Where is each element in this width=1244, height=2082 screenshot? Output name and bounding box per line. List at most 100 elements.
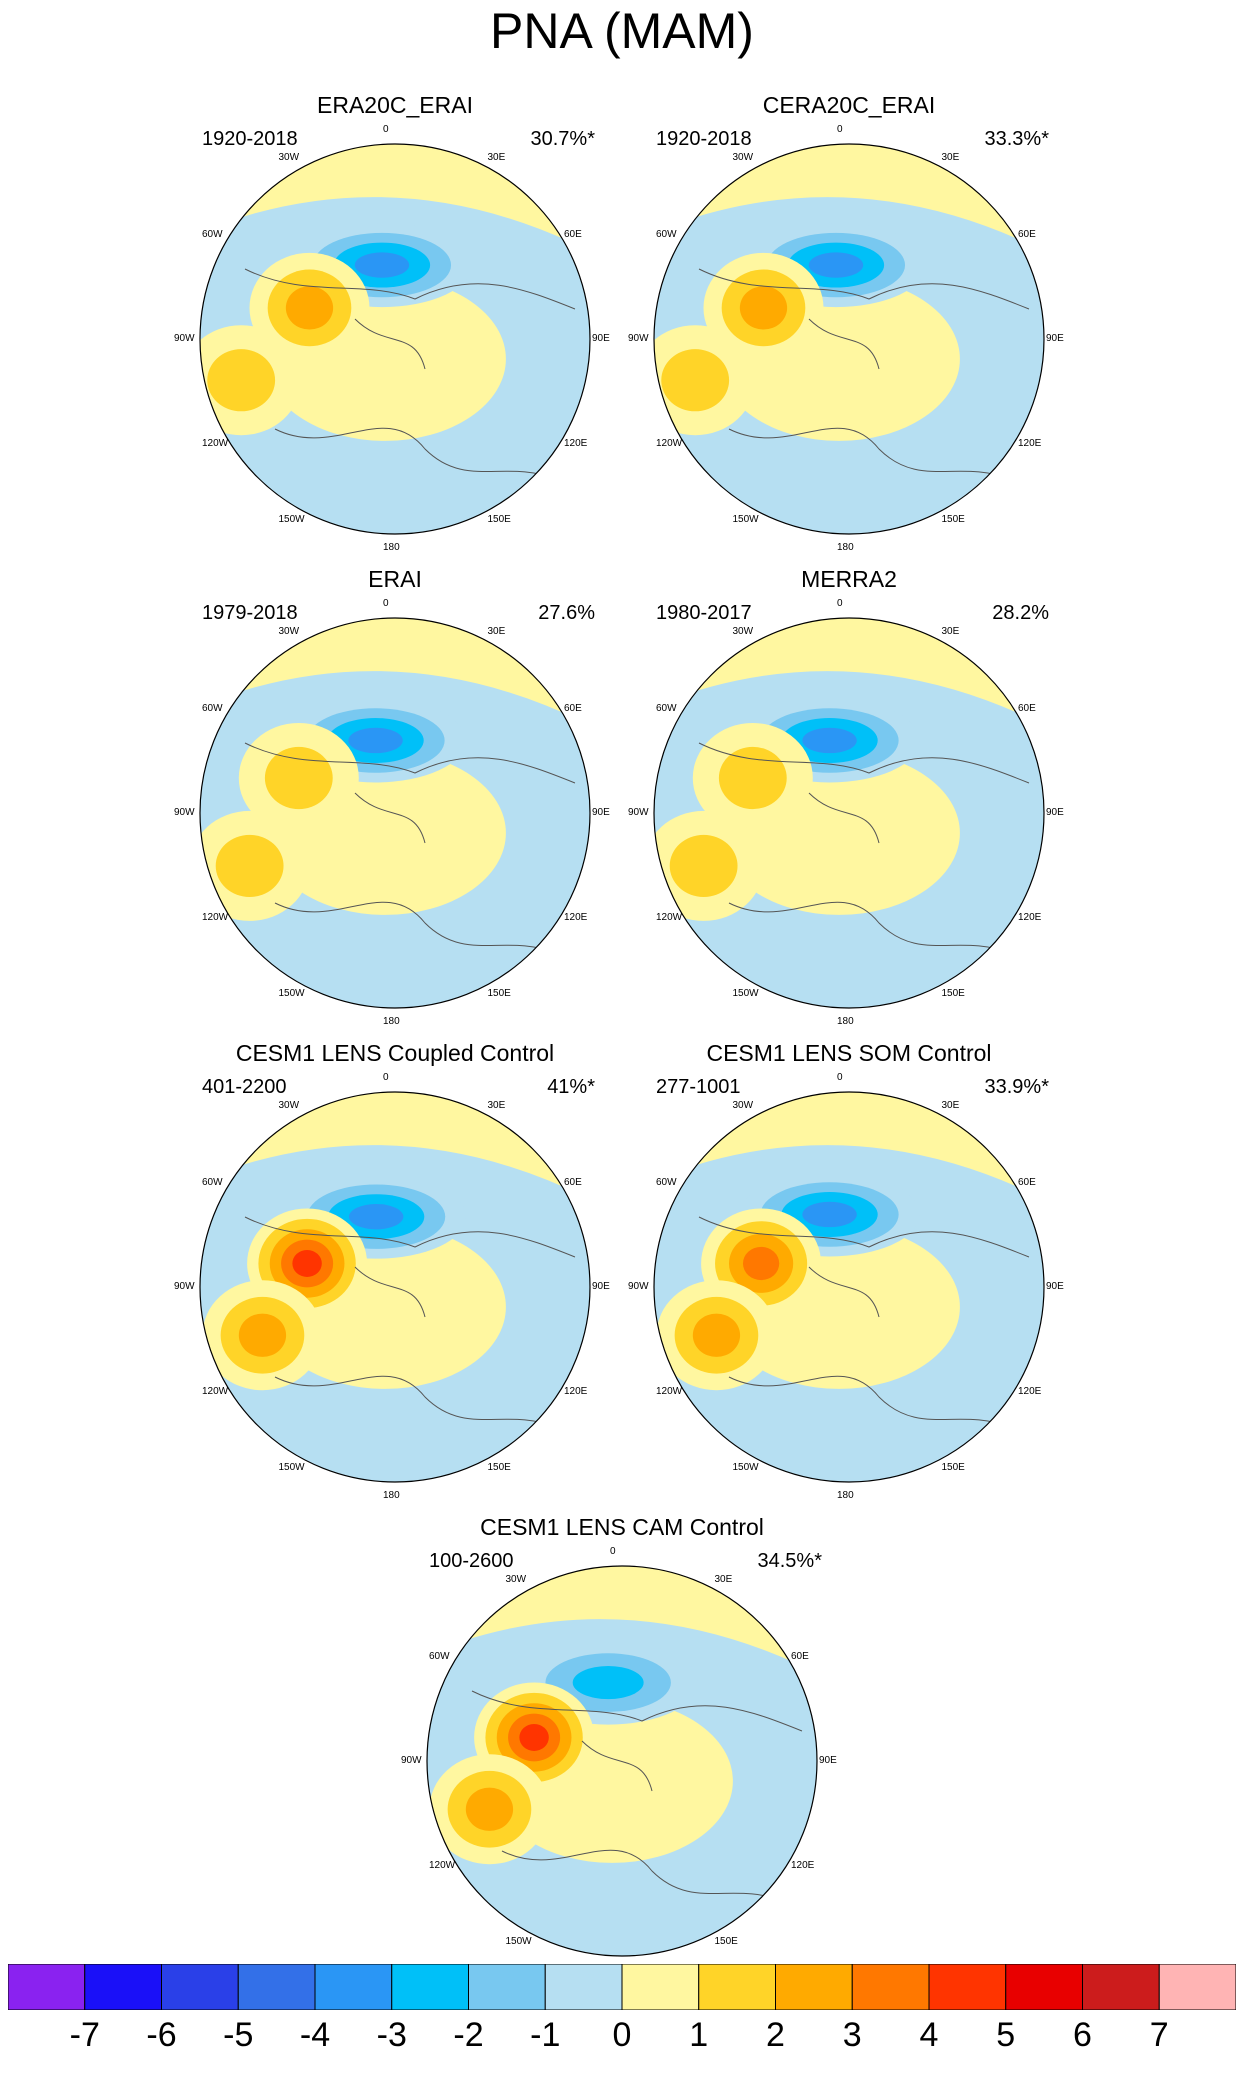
panel-period: 401-2200 xyxy=(202,1076,287,1098)
panel-merra2: MERRA2 1980-2017 28.2% 180 150E 120E 90E 60E 30E… xyxy=(614,566,1084,1036)
panel-variance-explained: 34.5%* xyxy=(757,1550,823,1572)
longitude-label: 60E xyxy=(1017,228,1036,240)
longitude-label: 60W xyxy=(202,228,223,240)
field-positive-rim xyxy=(427,1566,817,1674)
longitude-label: 120E xyxy=(563,1385,588,1397)
longitude-label: 90W xyxy=(401,1755,422,1766)
longitude-label: 90E xyxy=(1046,333,1064,344)
panel-title: CESM1 LENS SOM Control xyxy=(706,1040,992,1066)
panel-period: 1920-2018 xyxy=(656,128,752,150)
longitude-label: 30W xyxy=(732,626,754,637)
longitude-label: 0 xyxy=(837,124,843,135)
colorbar-swatch xyxy=(237,1964,316,2010)
longitude-label: 90W xyxy=(628,807,649,818)
map-border xyxy=(199,617,591,1009)
longitude-label: 180 xyxy=(383,1490,400,1501)
longitude-label: 0 xyxy=(610,1546,616,1557)
longitude-label: 30W xyxy=(278,1100,300,1111)
longitude-label: 90W xyxy=(628,1281,649,1292)
longitude-label: 60E xyxy=(563,702,582,714)
longitude-label: 120E xyxy=(1017,1385,1042,1397)
longitude-label: 90W xyxy=(174,1281,195,1292)
panel-title: CESM1 LENS CAM Control xyxy=(480,1514,764,1540)
colorbar-swatch xyxy=(161,1964,239,2010)
colorbar-swatch xyxy=(851,1964,930,2010)
longitude-label: 120W xyxy=(656,911,683,923)
panel-title: CERA20C_ERAI xyxy=(762,92,936,118)
contour-low-0-level-4 xyxy=(348,1203,404,1230)
longitude-label: 30W xyxy=(278,626,300,637)
contour-low-0-level-3 xyxy=(572,1666,644,1700)
panel-variance-explained: 33.3%* xyxy=(984,128,1050,150)
longitude-label: 150E xyxy=(714,1935,738,1947)
longitude-label: 120E xyxy=(790,1859,815,1871)
map-border xyxy=(653,617,1045,1009)
contour-high-1-level-2 xyxy=(718,746,787,810)
panel-cesm-cam: CESM1 LENS CAM Control100-260034.5%*1801… xyxy=(387,1514,857,1984)
longitude-label: 120W xyxy=(656,1385,683,1397)
longitude-label: 150W xyxy=(278,513,305,525)
coastlines xyxy=(698,1216,1030,1428)
panel-period: 1980-2017 xyxy=(656,602,752,624)
field-positive-rim xyxy=(654,618,1044,726)
panel-title: CESM1 LENS Coupled Control xyxy=(235,1040,555,1066)
field-positive-rim xyxy=(200,144,590,252)
panel-title: ERAI xyxy=(368,566,422,592)
field-positive-rim xyxy=(654,144,1044,252)
contour-high-2-level-2 xyxy=(215,834,284,897)
colorbar-swatch xyxy=(391,1964,469,2010)
panel-title: ERA20C_ERAI xyxy=(317,92,473,118)
polar-map xyxy=(199,1091,591,1483)
contour-low-0-level-4 xyxy=(802,727,857,754)
colorbar-tick-label: 6 xyxy=(1073,2016,1092,2054)
contour-high-2-level-2 xyxy=(669,834,738,897)
panel-variance-explained: 41%* xyxy=(547,1076,595,1098)
colorbar-swatch xyxy=(1158,1964,1236,2010)
contour-high-2-level-3 xyxy=(465,1787,514,1831)
longitude-label: 60W xyxy=(656,1176,677,1188)
panel-period: 1920-2018 xyxy=(202,128,298,150)
longitude-label: 120W xyxy=(202,1385,229,1397)
longitude-label: 60W xyxy=(429,1650,450,1662)
colorbar-tick-label: 5 xyxy=(996,2016,1016,2054)
longitude-label: 30W xyxy=(732,1100,754,1111)
coastlines xyxy=(244,1216,576,1428)
panel-variance-explained: 27.6% xyxy=(538,602,595,624)
longitude-label: 60W xyxy=(202,1176,223,1188)
longitude-label: 180 xyxy=(837,1016,854,1027)
longitude-label: 150W xyxy=(732,513,759,525)
polar-map xyxy=(199,143,591,535)
colorbar-tick-label: -1 xyxy=(530,2016,561,2054)
coastlines xyxy=(244,268,576,480)
longitude-label: 90W xyxy=(628,333,649,344)
longitude-label: 90W xyxy=(174,807,195,818)
panel-erai: ERAI 1979-2018 27.6% 180 150E 120E 90E 60E 30E 0 3… xyxy=(160,566,630,1036)
longitude-label: 30E xyxy=(941,1100,960,1111)
panel-period: 100-2600 xyxy=(429,1550,514,1572)
longitude-label: 30W xyxy=(505,1574,527,1585)
longitude-label: 30E xyxy=(487,626,506,637)
longitude-label: 150E xyxy=(941,1461,965,1473)
field-positive-rim xyxy=(200,1092,590,1200)
polar-map xyxy=(653,143,1045,535)
panel-era20c: ERA20C_ERAI 1920-2018 30.7%* 180 150E 120E 90E… xyxy=(160,92,630,562)
longitude-label: 0 xyxy=(837,1072,843,1083)
longitude-label: 0 xyxy=(383,124,389,135)
colorbar-swatch xyxy=(544,1964,623,2010)
colorbar-swatch xyxy=(84,1964,162,2010)
chart-title: PNA (MAM) xyxy=(490,3,754,59)
longitude-label: 120W xyxy=(656,437,683,449)
colorbar-swatch xyxy=(775,1964,853,2010)
colorbar-tick-label: 4 xyxy=(919,2016,939,2054)
longitude-label: 0 xyxy=(837,598,843,609)
longitude-label: 150W xyxy=(732,987,759,999)
panel-cera20c: CERA20C_ERAI 1920-2018 33.3%* 180 150E 120E 90… xyxy=(614,92,1084,562)
colorbar-tick-label: 3 xyxy=(842,2016,862,2054)
longitude-label: 90E xyxy=(592,807,610,818)
contour-high-1-level-3 xyxy=(285,286,334,330)
colorbar-swatch xyxy=(468,1964,546,2010)
longitude-label: 150E xyxy=(487,1461,511,1473)
contour-high-2-level-3 xyxy=(238,1313,287,1357)
longitude-label: 150E xyxy=(941,987,965,999)
contour-high-1-level-3 xyxy=(739,286,788,330)
